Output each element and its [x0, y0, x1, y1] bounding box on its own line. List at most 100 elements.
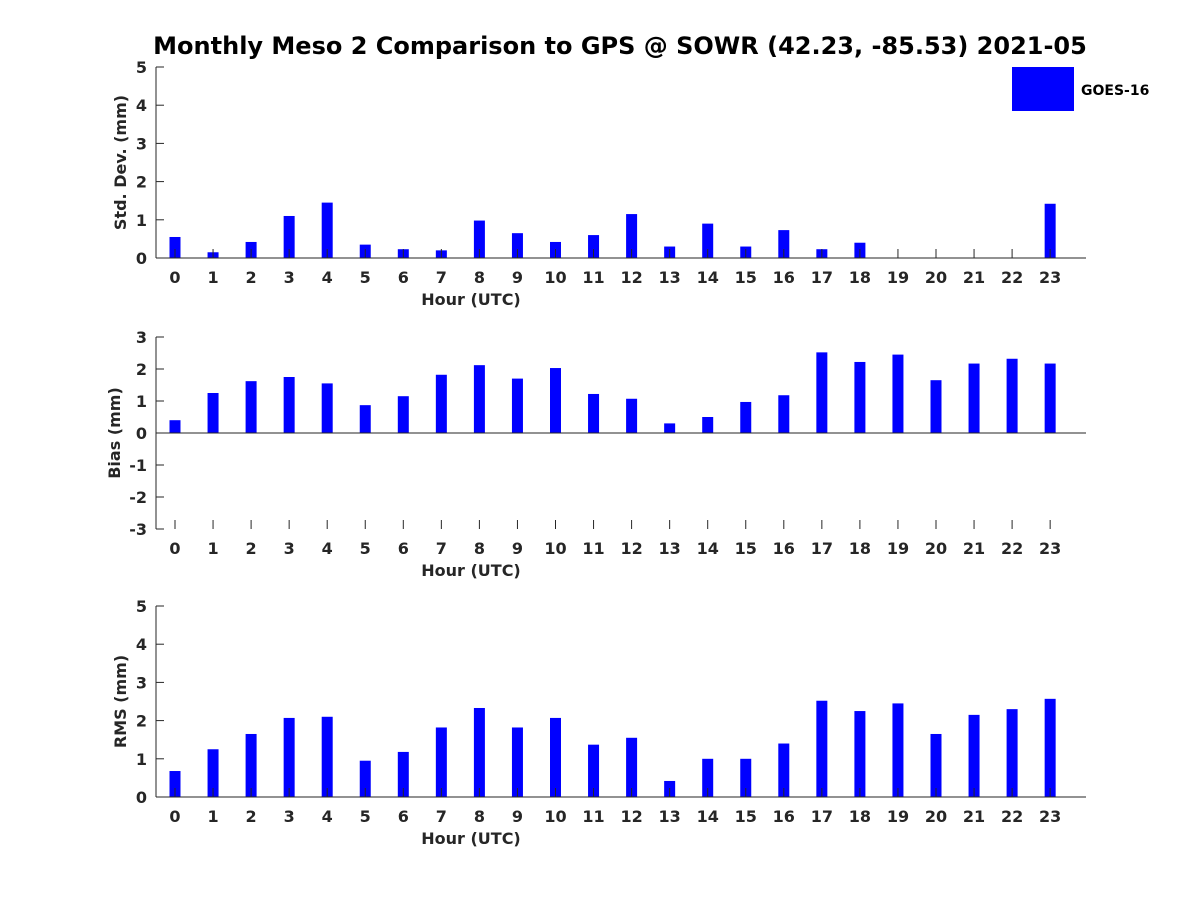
x-tick-label: 1: [207, 268, 218, 287]
bar-hour-7: [435, 374, 447, 433]
bar-hour-1: [207, 749, 219, 797]
bar-hour-8: [473, 365, 485, 433]
x-tick-label: 12: [620, 268, 642, 287]
bar-hour-14: [702, 758, 714, 797]
bar-hour-22: [1006, 358, 1018, 433]
bar-hour-11: [588, 235, 600, 258]
bar-hour-10: [550, 368, 561, 433]
x-tick-label: 9: [512, 807, 523, 826]
x-tick-label: 20: [925, 539, 947, 558]
x-tick-label: 7: [436, 807, 447, 826]
bar-hour-14: [702, 417, 714, 433]
x-tick-label: 5: [360, 268, 371, 287]
bar-hour-9: [511, 378, 523, 433]
bar-hour-2: [245, 381, 257, 433]
y-tick-label: 0: [136, 788, 147, 807]
y-axis-label: Bias (mm): [105, 387, 124, 479]
y-tick-label: -2: [129, 488, 147, 507]
x-tick-label: 1: [207, 807, 218, 826]
x-axis-label: Hour (UTC): [421, 829, 521, 848]
x-tick-label: 23: [1039, 539, 1061, 558]
bar-hour-5: [359, 405, 371, 433]
bar-hour-3: [283, 215, 295, 258]
legend-swatch: [1012, 67, 1074, 111]
x-tick-label: 11: [582, 268, 604, 287]
bar-hour-21: [968, 714, 980, 797]
bar-hour-18: [854, 361, 866, 433]
chart-title: Monthly Meso 2 Comparison to GPS @ SOWR …: [153, 32, 1087, 60]
x-tick-label: 14: [697, 807, 719, 826]
x-tick-label: 0: [169, 539, 180, 558]
x-tick-label: 21: [963, 539, 985, 558]
x-tick-label: 16: [773, 807, 795, 826]
legend-label: GOES-16: [1081, 83, 1149, 99]
x-tick-label: 10: [544, 268, 566, 287]
bar-hour-23: [1044, 203, 1056, 258]
x-tick-label: 3: [284, 268, 295, 287]
bar-hour-4: [321, 716, 333, 797]
x-tick-label: 6: [398, 807, 409, 826]
x-tick-label: 21: [963, 268, 985, 287]
x-tick-label: 4: [322, 539, 333, 558]
y-tick-label: 3: [136, 134, 147, 153]
x-tick-label: 12: [620, 539, 642, 558]
bar-hour-9: [511, 727, 523, 797]
x-tick-label: 11: [582, 807, 604, 826]
bar-hour-12: [626, 737, 638, 797]
y-tick-label: 2: [136, 712, 147, 731]
bar-hour-5: [359, 760, 371, 797]
y-tick-label: 1: [136, 750, 147, 769]
x-tick-label: 2: [246, 807, 257, 826]
x-tick-label: 20: [925, 268, 947, 287]
x-tick-label: 1: [207, 539, 218, 558]
bar-hour-8: [473, 220, 485, 258]
x-tick-label: 9: [512, 268, 523, 287]
x-tick-label: 15: [735, 539, 757, 558]
bar-hour-17: [816, 352, 828, 433]
y-tick-label: 5: [136, 597, 147, 616]
bar-hour-3: [283, 717, 295, 797]
bar-hour-4: [321, 202, 333, 258]
x-tick-label: 11: [582, 539, 604, 558]
x-tick-label: 13: [659, 268, 681, 287]
x-axis-label: Hour (UTC): [421, 561, 521, 580]
bar-hour-17: [816, 700, 828, 797]
bar-hour-21: [968, 363, 980, 433]
y-tick-label: 0: [136, 424, 147, 443]
y-axis-label: RMS (mm): [111, 655, 130, 748]
x-tick-label: 8: [474, 539, 485, 558]
y-tick-label: 2: [136, 173, 147, 192]
x-tick-label: 6: [398, 539, 409, 558]
y-tick-label: -3: [129, 520, 147, 539]
x-tick-label: 17: [811, 807, 833, 826]
x-tick-label: 17: [811, 268, 833, 287]
bar-hour-19: [892, 354, 904, 433]
x-tick-label: 14: [697, 539, 719, 558]
bar-hour-4: [321, 383, 333, 433]
x-tick-label: 22: [1001, 268, 1023, 287]
bar-hour-15: [740, 401, 752, 433]
x-tick-label: 4: [322, 807, 333, 826]
bar-hour-14: [702, 223, 714, 258]
y-tick-label: 3: [136, 328, 147, 347]
bar-hour-0: [169, 771, 181, 797]
bar-hour-13: [664, 423, 676, 433]
x-tick-label: 19: [887, 268, 909, 287]
x-tick-label: 19: [887, 807, 909, 826]
x-tick-label: 15: [735, 807, 757, 826]
x-tick-label: 18: [849, 539, 871, 558]
x-tick-label: 22: [1001, 807, 1023, 826]
x-tick-label: 13: [659, 807, 681, 826]
bar-hour-9: [511, 233, 523, 258]
y-tick-label: 3: [136, 673, 147, 692]
x-tick-label: 0: [169, 807, 180, 826]
bar-hour-20: [930, 380, 942, 433]
x-tick-label: 7: [436, 268, 447, 287]
bar-hour-11: [588, 744, 600, 797]
x-tick-label: 8: [474, 807, 485, 826]
bar-hour-15: [740, 758, 752, 797]
x-tick-label: 5: [360, 539, 371, 558]
bar-hour-20: [930, 733, 942, 797]
y-tick-label: 4: [136, 96, 147, 115]
